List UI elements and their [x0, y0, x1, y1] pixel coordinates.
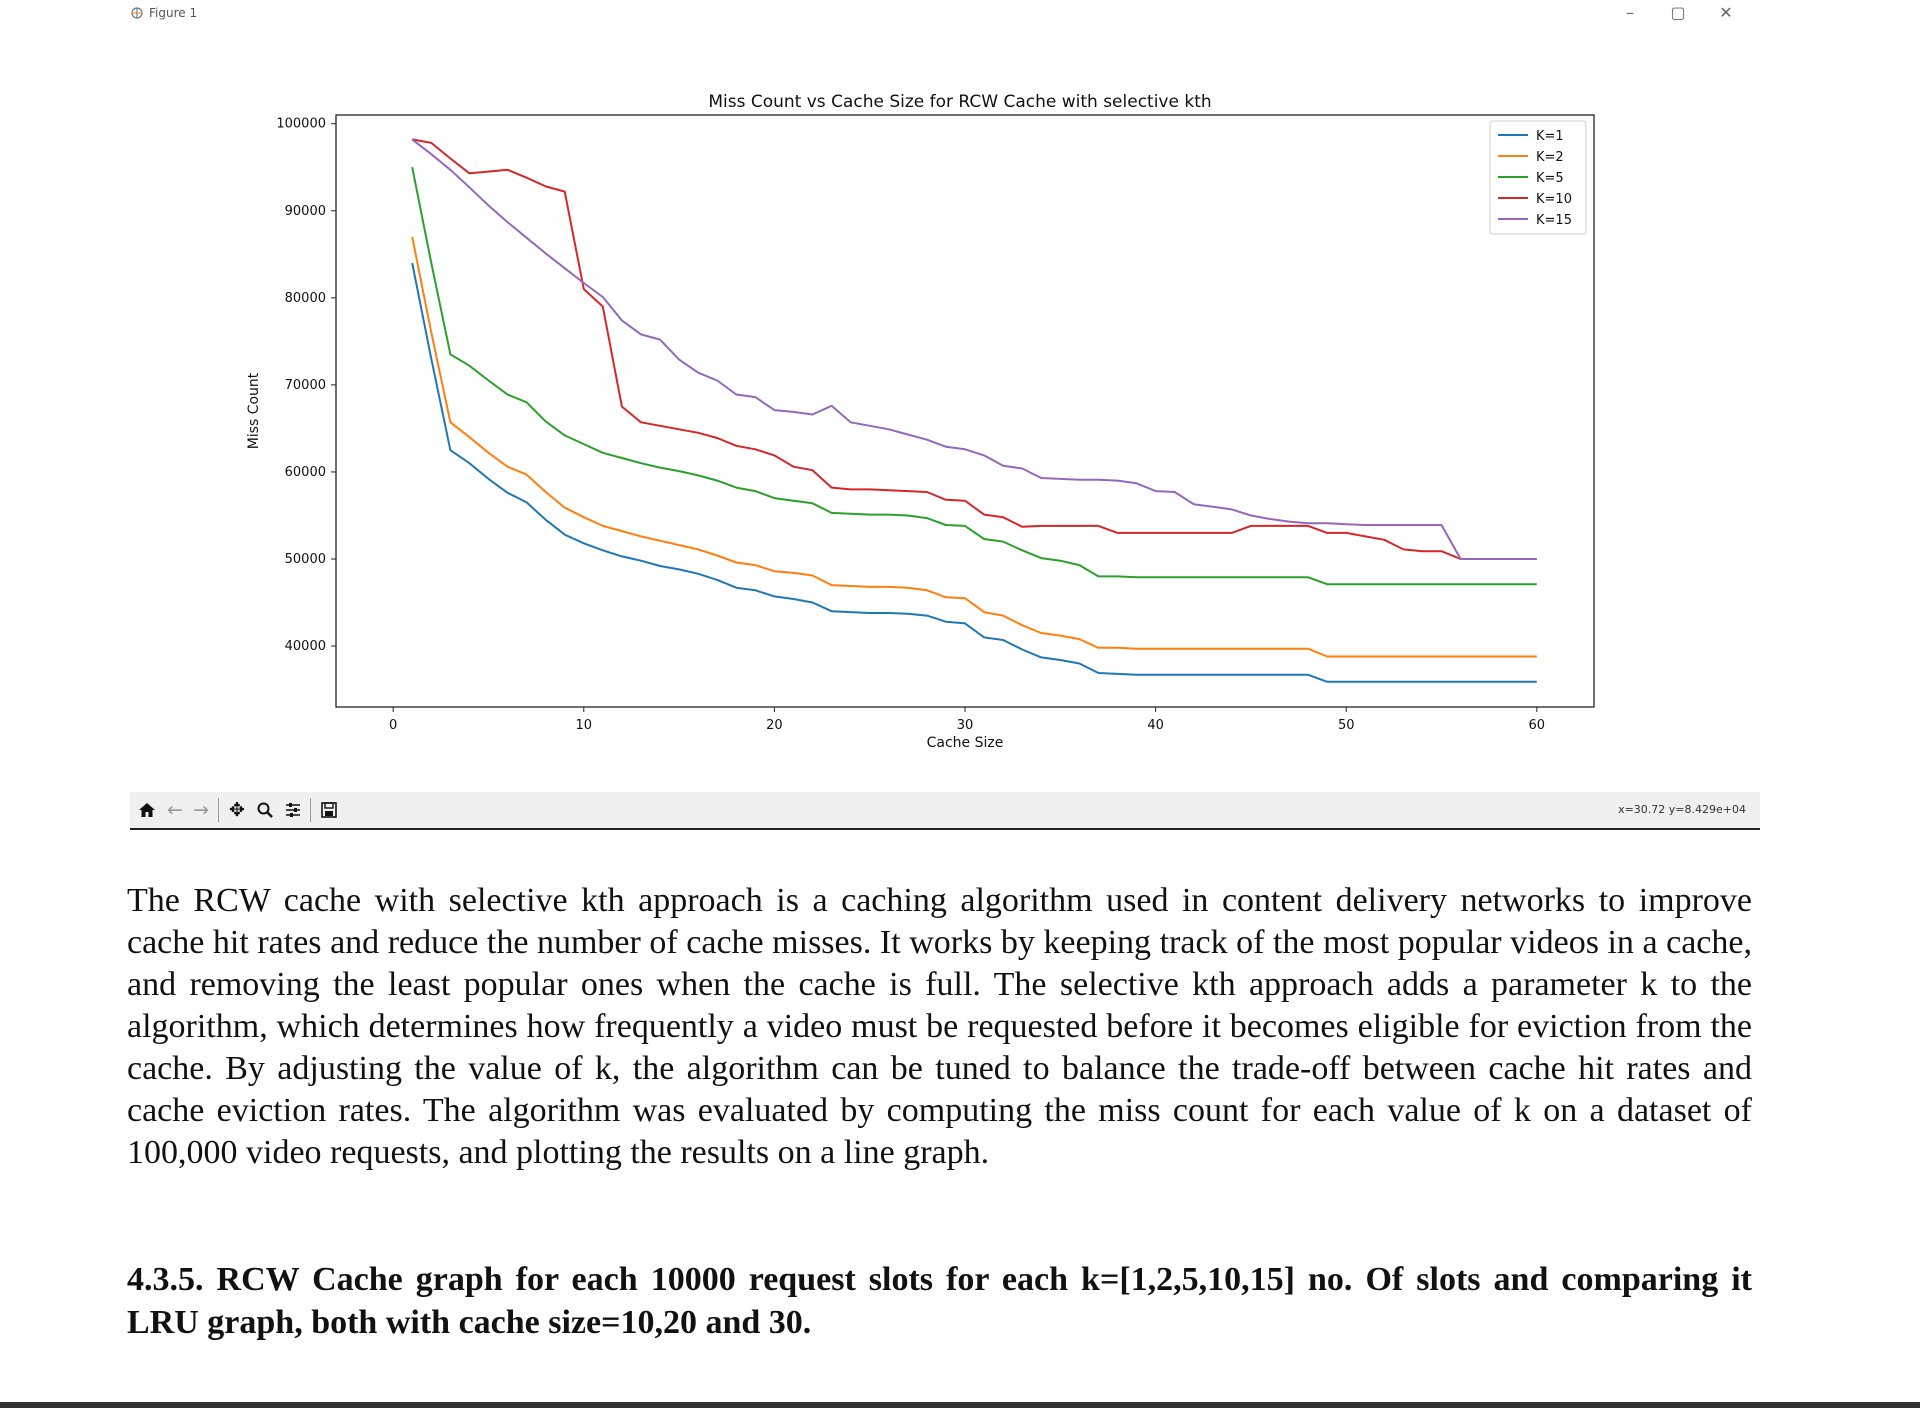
back-arrow-icon[interactable]: ← [167, 799, 183, 821]
series-line-k-15 [411, 138, 1537, 560]
coordinate-readout: x=30.72 y=8.429e+04 [1618, 803, 1746, 816]
y-tick-label: 90000 [285, 204, 326, 219]
legend-label: K=1 [1536, 129, 1564, 144]
home-icon[interactable] [134, 798, 160, 822]
y-tick-label: 80000 [285, 291, 326, 306]
legend-label: K=10 [1536, 192, 1572, 207]
toolbar-divider [310, 798, 311, 822]
x-tick-label: 20 [766, 718, 783, 733]
x-tick-label: 50 [1338, 718, 1355, 733]
y-tick-label: 50000 [285, 552, 326, 567]
legend-label: K=2 [1536, 150, 1564, 165]
save-icon[interactable] [316, 798, 342, 822]
x-tick-label: 60 [1529, 718, 1546, 733]
legend-box [1489, 120, 1587, 235]
y-tick-label: 70000 [285, 378, 326, 393]
chart-title: Miss Count vs Cache Size for RCW Cache w… [708, 92, 1211, 112]
y-tick-label: 40000 [285, 639, 326, 654]
zoom-icon[interactable] [252, 798, 278, 822]
forward-arrow-icon[interactable]: → [193, 799, 209, 821]
series-line-k-2 [411, 236, 1537, 658]
minimize-button[interactable]: – [1626, 2, 1634, 22]
x-tick-label: 30 [957, 718, 974, 733]
x-tick-label: 0 [389, 718, 397, 733]
series-line-k-1 [411, 262, 1537, 683]
x-tick-label: 40 [1147, 718, 1164, 733]
plot-frame [335, 114, 1595, 708]
y-tick-label: 100000 [276, 117, 326, 132]
navigation-toolbar: ← → ✥ x=30.72 y=8.429e+04 [130, 792, 1760, 830]
configure-subplots-icon[interactable] [280, 798, 306, 822]
maximize-button[interactable]: ▢ [1670, 2, 1686, 22]
bottom-border [0, 1402, 1920, 1408]
pan-icon[interactable]: ✥ [229, 799, 245, 821]
series-line-k-10 [412, 138, 1537, 560]
figure-icon [130, 6, 144, 20]
series-line-k-5 [411, 167, 1537, 586]
toolbar-divider [218, 798, 219, 822]
x-tick-label: 10 [576, 718, 593, 733]
body-paragraph: The RCW cache with selective kth approac… [127, 882, 1752, 1171]
section-heading: 4.3.5. RCW Cache graph for each 10000 re… [127, 1261, 1752, 1341]
x-axis-label: Cache Size [927, 735, 1004, 751]
legend-label: K=5 [1536, 171, 1564, 186]
y-tick-label: 60000 [285, 465, 326, 480]
window-title-bar: Figure 1 [130, 2, 197, 24]
legend-label: K=15 [1536, 213, 1572, 228]
line-chart: Miss Count vs Cache Size for RCW Cache w… [246, 92, 1595, 751]
y-axis-label: Miss Count [246, 372, 262, 449]
window-title: Figure 1 [149, 6, 198, 20]
close-button[interactable]: ✕ [1719, 2, 1733, 22]
